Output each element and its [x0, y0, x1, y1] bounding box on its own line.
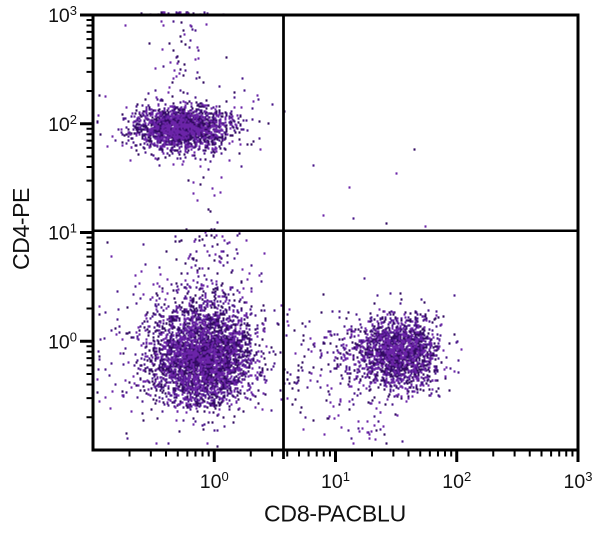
svg-text:100: 100: [200, 469, 229, 493]
svg-text:103: 103: [48, 3, 77, 27]
svg-text:103: 103: [564, 469, 593, 493]
svg-text:CD4-PE: CD4-PE: [8, 188, 34, 270]
svg-text:102: 102: [48, 112, 77, 136]
svg-text:100: 100: [48, 329, 77, 353]
svg-text:101: 101: [48, 221, 77, 245]
svg-text:102: 102: [442, 469, 471, 493]
svg-text:CD8-PACBLU: CD8-PACBLU: [264, 501, 406, 527]
svg-text:101: 101: [321, 469, 350, 493]
